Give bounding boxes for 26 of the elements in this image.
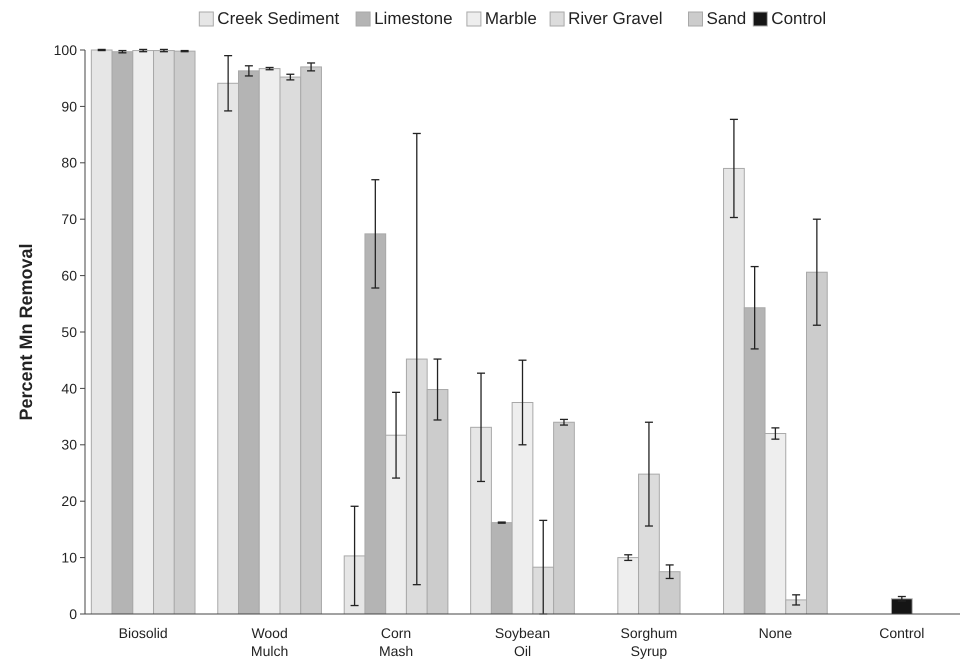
x-tick-label: Control — [879, 625, 924, 641]
x-tick-label: Soybean Oil — [494, 625, 550, 659]
bar — [890, 598, 913, 614]
legend-label: Limestone — [374, 9, 453, 28]
legend-label: River Gravel — [568, 9, 663, 28]
x-tick-label: Biosolid — [118, 625, 168, 641]
y-tick-label: 90 — [61, 98, 78, 114]
y-tick-label: 70 — [61, 211, 78, 228]
legend-label: Control — [771, 9, 826, 28]
y-tick-label: 80 — [61, 154, 78, 171]
x-tick-label: Wood Mulch — [250, 625, 288, 659]
y-tick-label: 60 — [61, 268, 78, 284]
legend-label: Creek Sediment — [217, 9, 340, 28]
x-tick-label: Sorghum Syrup — [620, 625, 678, 659]
y-tick-label: 30 — [61, 436, 78, 453]
legend-label: Marble — [484, 9, 537, 28]
y-tick-label: 20 — [61, 493, 78, 510]
y-tick-label: 50 — [61, 324, 78, 340]
y-tick-label: 100 — [54, 42, 78, 58]
x-tick-label: None — [758, 625, 792, 641]
y-tick-label: 40 — [61, 380, 78, 396]
y-tick-label: 0 — [69, 606, 78, 622]
legend-label: Sand — [706, 9, 746, 28]
x-tick-label: Corn Mash — [378, 625, 414, 659]
y-tick-label: 10 — [61, 550, 78, 566]
y-axis-title: Percent Mn Removal — [16, 243, 36, 421]
